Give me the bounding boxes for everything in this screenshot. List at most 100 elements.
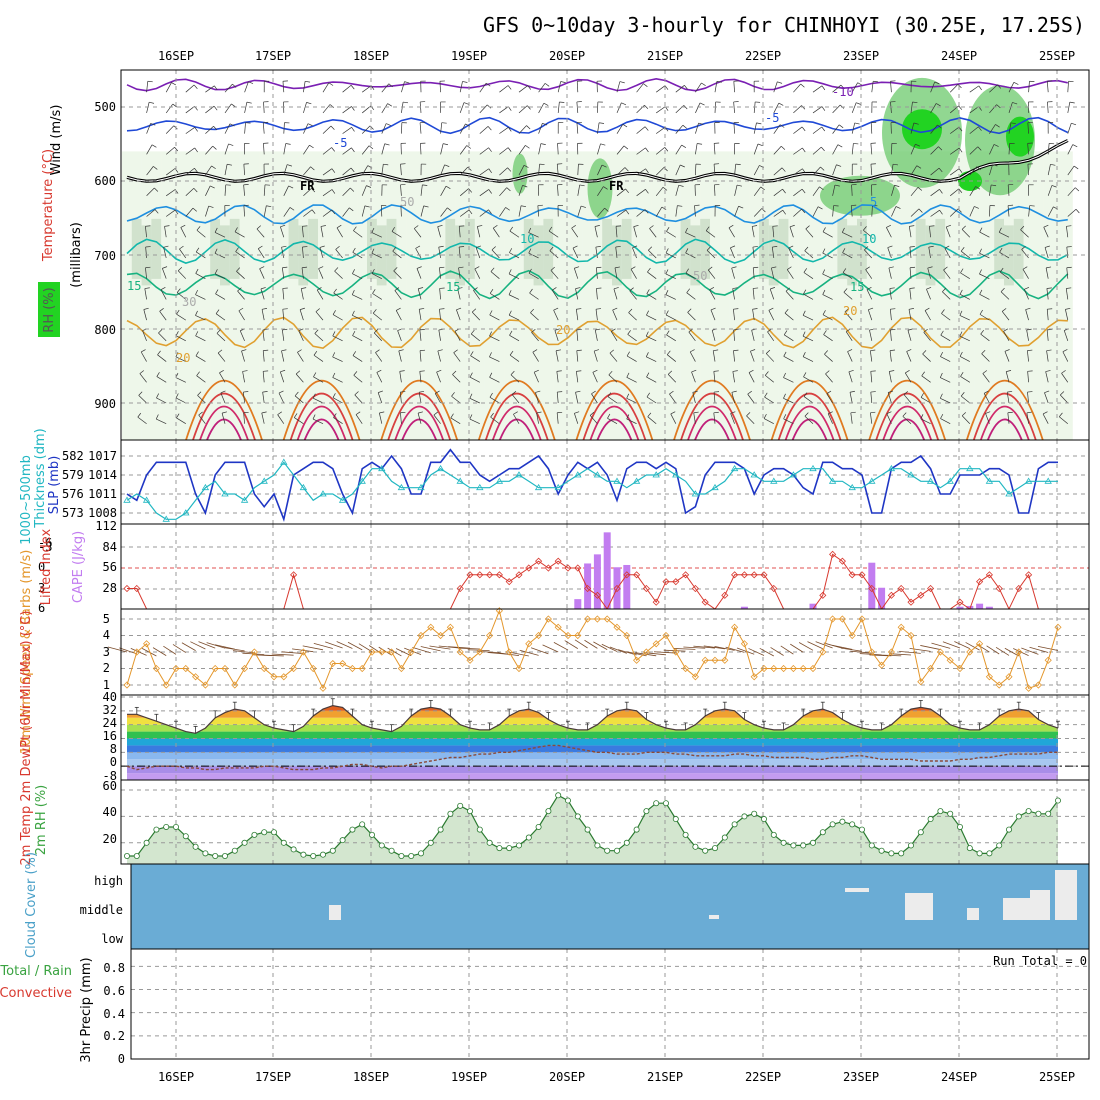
wind-barb	[713, 164, 716, 176]
thickness-marker	[397, 483, 406, 491]
wind-barb	[597, 143, 601, 155]
wind-barb-flag	[961, 412, 967, 417]
rh-tick: 20	[103, 832, 117, 846]
cloud-cell	[1003, 898, 1035, 920]
temp-tick: 40	[103, 690, 117, 704]
wind-barb-flag	[229, 123, 235, 127]
wind-barb-flag	[842, 268, 847, 273]
top-day-label: 16SEP	[158, 49, 194, 63]
wind-barb	[1008, 122, 1012, 134]
wind10m-marker	[593, 615, 601, 623]
wind-barb-flag	[648, 246, 653, 251]
wind-barb	[439, 267, 441, 279]
wind-barb	[614, 267, 618, 279]
wind-barb	[730, 413, 735, 424]
wind-barb	[960, 250, 971, 259]
wind-barb	[597, 164, 603, 176]
wind-barb-flag	[396, 307, 401, 311]
wind-barb-flag	[804, 412, 809, 417]
wind-barb	[969, 106, 979, 114]
wind-barb-flag	[138, 391, 143, 396]
wind10m-marker	[985, 673, 993, 681]
surface-isotherm	[394, 405, 445, 441]
wind-barb-flag	[670, 411, 676, 415]
thickness-marker	[789, 471, 798, 478]
temp-tick: -8	[103, 769, 117, 783]
wind-barb	[1059, 416, 1069, 424]
thickness-marker	[730, 464, 739, 472]
wind-barb	[1066, 226, 1069, 238]
thickness-tick: 582	[62, 449, 84, 463]
rh-marker	[133, 853, 140, 860]
wind-barb	[144, 288, 147, 300]
wind-barb	[1065, 309, 1069, 321]
wind10m-barb	[420, 646, 441, 652]
wind10m-marker	[564, 631, 572, 640]
rh-marker	[574, 813, 581, 820]
wind-barb	[999, 231, 1010, 238]
wind-barb-flag	[591, 390, 596, 395]
wind10m-marker	[241, 664, 249, 673]
wind-barb-flag	[236, 267, 241, 272]
wind-barb	[714, 81, 718, 93]
wind-barb-flag	[331, 189, 336, 194]
wind-barb-flag	[834, 184, 840, 187]
wind-barb	[303, 123, 309, 134]
wind-barb-flag	[626, 393, 630, 399]
slp-tick: 1017	[88, 449, 117, 463]
wind10m-panel: 1 2 3 4 5 10m Wind Speed & Barbs (m/s)	[19, 550, 1089, 754]
wind-barb-flag	[416, 266, 422, 269]
rh-marker	[143, 839, 150, 846]
wind-barb	[666, 354, 677, 362]
wind-barb	[242, 371, 245, 383]
wind-barb-flag	[837, 144, 843, 148]
wind-barb	[458, 226, 461, 238]
wind-barb-flag	[560, 81, 566, 83]
wind-barb-flag	[403, 101, 409, 104]
cloud-cell	[905, 893, 933, 920]
wind-barb	[355, 414, 363, 424]
wind-barb	[361, 145, 370, 155]
wind-barb-flag	[1074, 187, 1080, 192]
wind-barb-flag	[902, 412, 907, 417]
wind10m-barb	[1013, 648, 1029, 656]
wind-barb	[646, 314, 657, 321]
thickness-marker	[436, 464, 445, 472]
cape-tick: 112	[95, 519, 117, 533]
wind-barb-flag	[176, 309, 180, 315]
wind10m-barb	[850, 650, 872, 654]
wind-barb-flag	[940, 330, 944, 336]
wind-barb-flag	[731, 266, 737, 269]
wind-barb-flag	[1027, 349, 1033, 351]
wind-barb	[224, 143, 229, 155]
thickness-marker	[574, 471, 582, 478]
rh-marker	[280, 839, 287, 846]
wind-barb	[793, 168, 803, 176]
wind-barb	[889, 350, 892, 362]
wind-barb	[180, 227, 187, 238]
wind-barb	[417, 288, 422, 300]
wind-barb-flag	[802, 310, 806, 316]
wind-barb	[528, 232, 539, 238]
wind-barb	[1067, 102, 1071, 113]
wind10m-barb	[954, 641, 970, 650]
wind-barb	[1047, 143, 1050, 155]
wind-barb-flag	[579, 184, 585, 187]
wind-barb	[215, 313, 226, 321]
wind-barb	[353, 230, 363, 238]
wind-barb-flag	[608, 370, 613, 376]
li-marker	[662, 578, 670, 586]
wind10m-marker	[603, 615, 611, 623]
rh-cell	[690, 225, 701, 286]
wind-barb-flag	[489, 310, 493, 316]
wind-barb-flag	[647, 412, 652, 417]
wind-barb-flag	[1046, 349, 1052, 352]
rh-marker	[878, 847, 885, 854]
wind-barb	[733, 81, 735, 93]
wind-barb	[607, 396, 618, 404]
wind-barb-flag	[612, 307, 618, 311]
rh-marker	[163, 823, 170, 830]
wind10m-marker	[995, 681, 1003, 689]
wind-barb	[499, 85, 509, 93]
wind-barb	[139, 373, 147, 383]
